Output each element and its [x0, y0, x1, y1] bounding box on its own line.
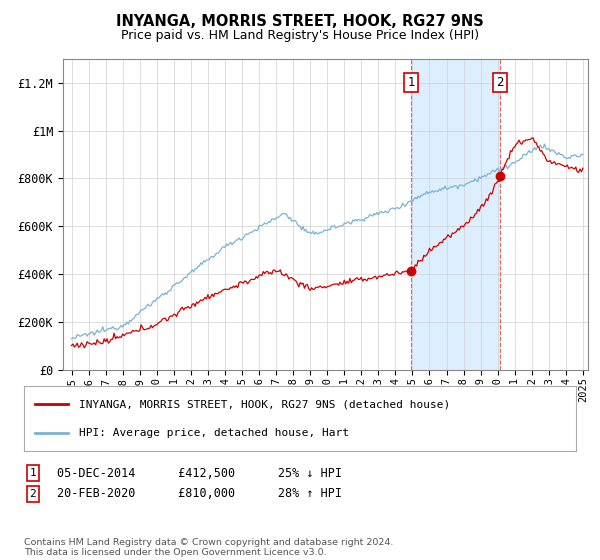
Text: 05-DEC-2014      £412,500      25% ↓ HPI: 05-DEC-2014 £412,500 25% ↓ HPI — [57, 466, 342, 480]
Text: Contains HM Land Registry data © Crown copyright and database right 2024.
This d: Contains HM Land Registry data © Crown c… — [24, 538, 394, 557]
Text: 20-FEB-2020      £810,000      28% ↑ HPI: 20-FEB-2020 £810,000 28% ↑ HPI — [57, 487, 342, 501]
Text: HPI: Average price, detached house, Hart: HPI: Average price, detached house, Hart — [79, 428, 349, 438]
Bar — [411, 59, 500, 370]
Text: 1: 1 — [407, 76, 415, 89]
Text: 2: 2 — [29, 489, 37, 499]
Text: 2: 2 — [496, 76, 503, 89]
Text: INYANGA, MORRIS STREET, HOOK, RG27 9NS (detached house): INYANGA, MORRIS STREET, HOOK, RG27 9NS (… — [79, 399, 451, 409]
Text: Price paid vs. HM Land Registry's House Price Index (HPI): Price paid vs. HM Land Registry's House … — [121, 29, 479, 42]
Text: INYANGA, MORRIS STREET, HOOK, RG27 9NS: INYANGA, MORRIS STREET, HOOK, RG27 9NS — [116, 14, 484, 29]
Text: 1: 1 — [29, 468, 37, 478]
